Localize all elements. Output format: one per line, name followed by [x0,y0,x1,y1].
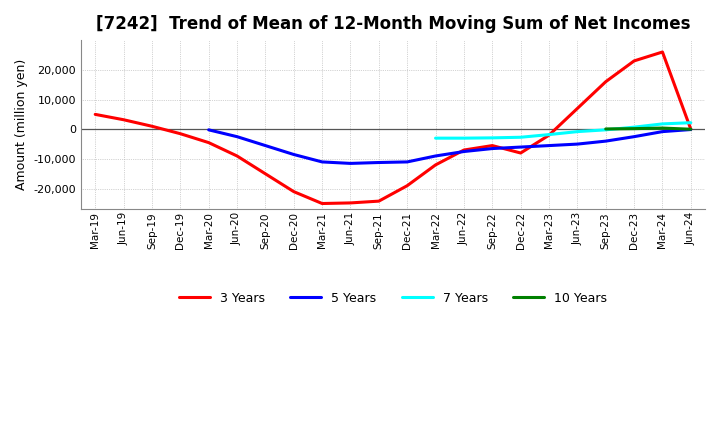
7 Years [630,125,639,130]
10 Years [630,126,639,131]
3 Years [630,58,639,63]
5 Years [204,127,213,132]
Y-axis label: Amount (million yen): Amount (million yen) [15,59,28,191]
5 Years [318,159,326,165]
3 Years [601,79,610,84]
3 Years [261,171,270,176]
5 Years [630,134,639,139]
7 Years [431,136,440,141]
7 Years [573,129,582,134]
5 Years [431,153,440,158]
10 Years [658,125,667,131]
Line: 3 Years: 3 Years [95,52,690,204]
5 Years [374,160,383,165]
5 Years [346,161,355,166]
5 Years [261,143,270,148]
3 Years [346,200,355,205]
7 Years [516,135,525,140]
3 Years [459,147,468,153]
7 Years [459,136,468,141]
Line: 5 Years: 5 Years [209,129,690,163]
7 Years [658,121,667,127]
5 Years [573,141,582,147]
5 Years [516,144,525,150]
3 Years [374,198,383,204]
3 Years [289,189,298,194]
3 Years [516,150,525,156]
3 Years [318,201,326,206]
Legend: 3 Years, 5 Years, 7 Years, 10 Years: 3 Years, 5 Years, 7 Years, 10 Years [174,287,612,310]
5 Years [488,146,497,151]
5 Years [601,139,610,144]
Title: [7242]  Trend of Mean of 12-Month Moving Sum of Net Incomes: [7242] Trend of Mean of 12-Month Moving … [96,15,690,33]
5 Years [459,149,468,154]
3 Years [233,153,241,158]
5 Years [289,152,298,157]
3 Years [120,117,128,122]
10 Years [686,127,695,132]
Line: 10 Years: 10 Years [606,128,690,129]
5 Years [658,129,667,134]
5 Years [545,143,554,148]
3 Years [488,143,497,148]
5 Years [403,159,412,165]
3 Years [573,106,582,111]
3 Years [91,112,99,117]
5 Years [686,127,695,132]
3 Years [403,183,412,188]
3 Years [431,162,440,168]
Line: 7 Years: 7 Years [436,123,690,138]
3 Years [658,49,667,55]
5 Years [233,134,241,139]
7 Years [545,132,554,137]
3 Years [545,132,554,138]
3 Years [176,131,184,136]
10 Years [601,126,610,132]
3 Years [204,140,213,145]
7 Years [601,127,610,132]
7 Years [488,135,497,140]
3 Years [686,127,695,132]
3 Years [148,124,156,129]
7 Years [686,120,695,125]
